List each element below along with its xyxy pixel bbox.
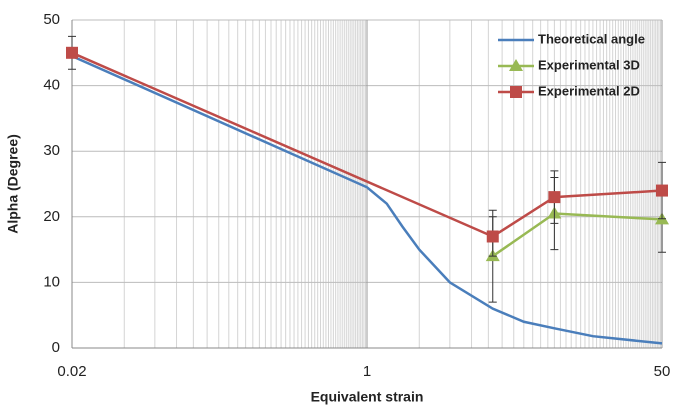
legend-marker (509, 59, 523, 71)
legend-label: Theoretical angle (538, 31, 645, 46)
legend-label: Experimental 2D (538, 83, 640, 98)
y-tick-label: 20 (43, 208, 60, 225)
data-point (486, 230, 499, 243)
y-tick-label: 40 (43, 77, 60, 94)
y-tick-label: 50 (43, 11, 60, 28)
x-tick-label: 1 (363, 363, 371, 380)
y-tick-label: 10 (43, 273, 60, 290)
legend-marker (510, 86, 522, 98)
series-line (71, 54, 663, 345)
y-tick-label: 30 (43, 142, 60, 159)
x-tick-label: 0.02 (57, 363, 86, 380)
x-axis-title: Equivalent strain (311, 389, 424, 405)
data-point (548, 191, 561, 204)
y-tick-label: 0 (52, 339, 60, 356)
x-tick-label: 50 (654, 363, 671, 380)
data-point (66, 46, 78, 59)
y-axis-title: Alpha (Degree) (5, 134, 21, 234)
legend-label: Experimental 3D (538, 57, 640, 72)
data-point (656, 184, 668, 197)
series-line (71, 51, 663, 238)
